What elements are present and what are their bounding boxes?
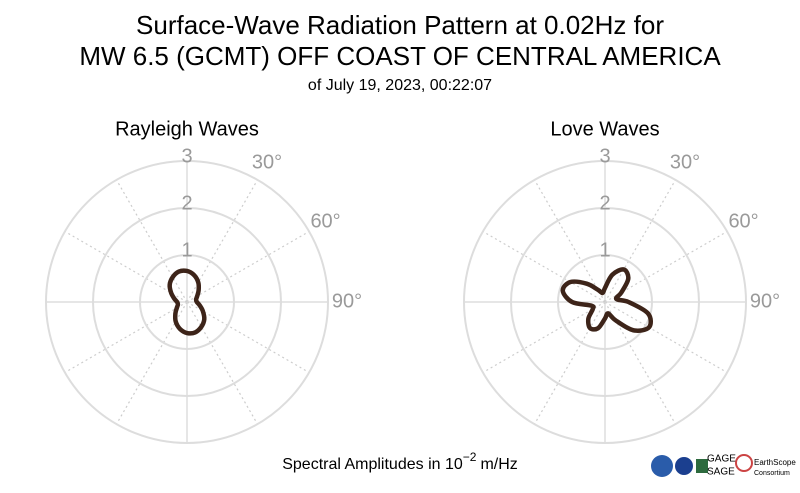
logo [675, 457, 693, 475]
theta-tick-label: 60° [310, 210, 340, 232]
spoke [115, 179, 188, 303]
spoke [604, 179, 677, 303]
grid-circle [463, 160, 747, 444]
r-tick-label: 2 [181, 192, 192, 214]
footer-unit: m/Hz [480, 456, 517, 473]
logo-text: EarthScope [754, 458, 796, 467]
chart-title: Rayleigh Waves [115, 118, 259, 140]
spoke [186, 301, 310, 374]
r-tick-label: 2 [599, 192, 610, 214]
footer-label: Spectral Amplitudes in 10−2 m/Hz [282, 450, 518, 473]
theta-tick-label: 90° [750, 290, 780, 312]
spoke [604, 301, 728, 374]
logo [651, 455, 673, 477]
grid-circle [45, 160, 329, 444]
spoke [533, 301, 606, 425]
subtitle: of July 19, 2023, 00:22:07 [308, 77, 492, 94]
spoke [482, 230, 606, 303]
pattern-curve [560, 267, 654, 333]
title-line: Surface-Wave Radiation Pattern at 0.02Hz… [136, 10, 664, 40]
theta-tick-label: 90° [332, 290, 362, 312]
spoke [64, 230, 188, 303]
grid-circle [92, 207, 282, 397]
title-line: MW 6.5 (GCMT) OFF COAST OF CENTRAL AMERI… [79, 41, 721, 71]
grid-circle [139, 254, 235, 350]
logo-text: Consortium [754, 470, 790, 477]
pattern-curve [167, 268, 207, 336]
logo-text: GAGE [707, 454, 736, 465]
logo [696, 459, 708, 473]
logo [735, 454, 753, 472]
spoke [482, 301, 606, 374]
theta-tick-label: 30° [670, 152, 700, 174]
chart-title: Love Waves [550, 118, 659, 140]
r-tick-label: 1 [599, 239, 610, 261]
spoke [186, 301, 259, 425]
theta-tick-label: 30° [252, 152, 282, 174]
spoke [604, 301, 677, 425]
spoke [115, 301, 188, 425]
logos: GAGE SAGE EarthScope Consortium [651, 454, 796, 478]
logo-text: SAGE [707, 467, 735, 478]
spoke [186, 230, 310, 303]
r-tick-label: 3 [599, 145, 610, 167]
footer-text: Spectral Amplitudes in 10 [282, 456, 463, 473]
spoke [533, 179, 606, 303]
grid-circle [557, 254, 653, 350]
grid-circle [510, 207, 700, 397]
spoke [604, 230, 728, 303]
footer-exponent: −2 [463, 450, 477, 464]
spoke [186, 179, 259, 303]
theta-tick-label: 60° [728, 210, 758, 232]
r-tick-label: 3 [181, 145, 192, 167]
r-tick-label: 1 [181, 239, 192, 261]
spoke [64, 301, 188, 374]
